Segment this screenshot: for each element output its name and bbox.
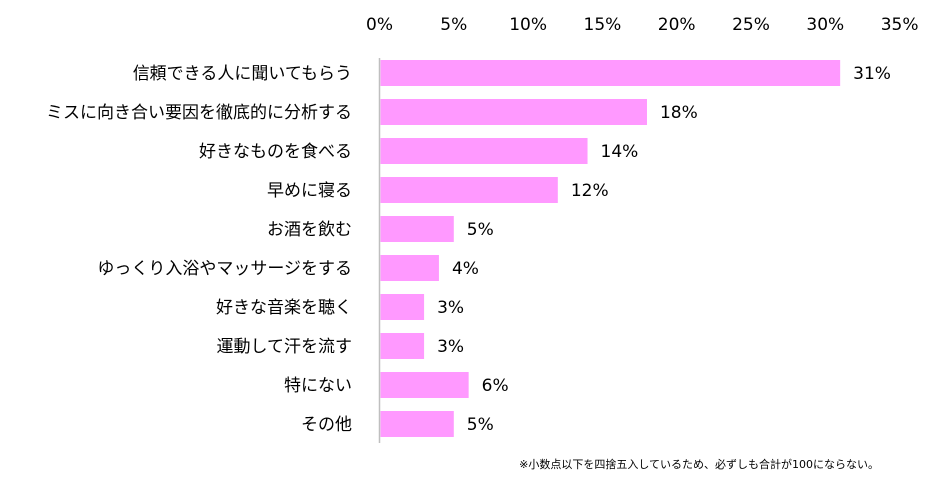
category-label: 早めに寝る (267, 180, 352, 201)
bar (380, 255, 439, 281)
bar (380, 60, 841, 86)
bar (380, 372, 469, 398)
value-label: 3% (437, 337, 464, 357)
value-label: 5% (467, 220, 494, 240)
x-tick-label: 0% (366, 15, 393, 35)
x-tick-label: 20% (658, 15, 696, 35)
category-label: 好きなものを食べる (199, 142, 352, 162)
value-label: 3% (437, 298, 464, 318)
category-label: ミスに向き合い要因を徹底的に分析する (46, 103, 352, 123)
bar (380, 294, 425, 320)
x-tick-label: 25% (732, 15, 770, 35)
bar (380, 138, 588, 164)
category-label: その他 (301, 415, 352, 435)
category-label: 好きな音楽を聴く (216, 298, 352, 318)
category-label: 運動して汗を流す (217, 337, 353, 357)
value-label: 6% (482, 376, 509, 396)
bar (380, 99, 647, 125)
value-label: 4% (452, 259, 479, 279)
bar (380, 333, 425, 359)
x-tick-label: 30% (806, 15, 844, 35)
x-tick-label: 10% (509, 15, 547, 35)
value-label: 14% (601, 142, 639, 162)
x-tick-label: 15% (584, 15, 622, 35)
category-label: 信頼できる人に聞いてもらう (133, 64, 352, 84)
bar (380, 411, 454, 437)
category-label: お酒を飲む (267, 220, 352, 240)
bar (380, 216, 454, 242)
value-label: 12% (571, 181, 609, 201)
x-tick-label: 5% (440, 15, 467, 35)
category-label: 特にない (284, 376, 352, 396)
value-label: 31% (853, 64, 891, 84)
footnote: ※小数点以下を四捨五入しているため、必ずしも合計が100にならない。 (519, 458, 879, 471)
bar (380, 177, 558, 203)
x-tick-label: 35% (881, 15, 919, 35)
value-label: 5% (467, 415, 494, 435)
category-label: ゆっくり入浴やマッサージをする (97, 259, 352, 279)
value-label: 18% (660, 103, 698, 123)
